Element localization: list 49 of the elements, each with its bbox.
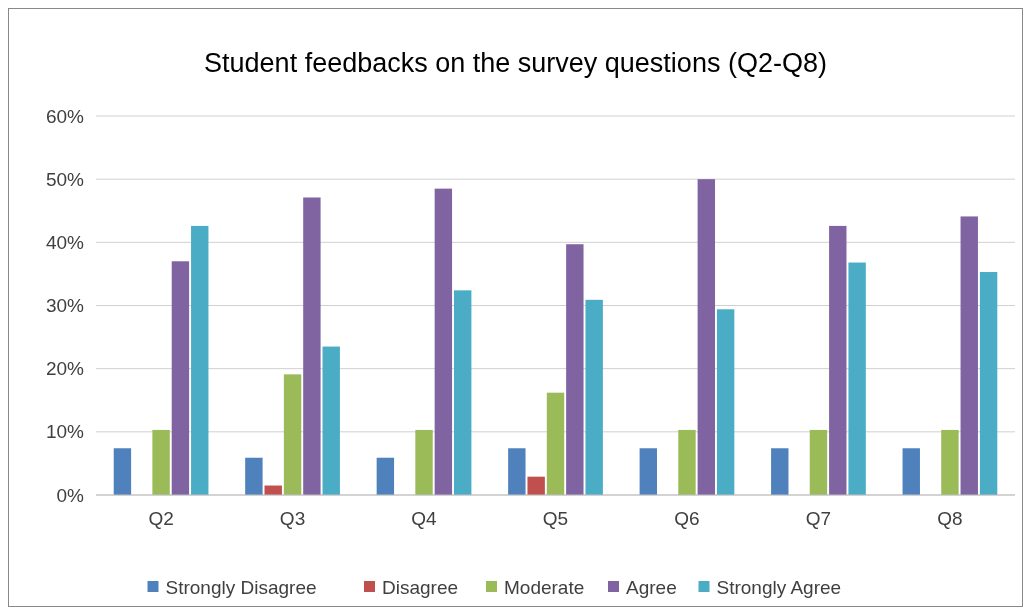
legend-label: Strongly Disagree	[165, 576, 317, 598]
bar	[979, 272, 998, 495]
x-tick-label: Q4	[411, 508, 438, 529]
chart-title: Student feedbacks on the survey questions (Q2-Q8)	[204, 48, 827, 78]
bar	[771, 448, 789, 495]
bar	[283, 374, 302, 495]
bar	[848, 262, 866, 495]
y-tick-label: 50%	[45, 168, 85, 190]
bar	[546, 392, 565, 495]
bar	[113, 448, 132, 495]
y-tick-label: 30%	[45, 295, 85, 317]
x-tick-label: Q3	[279, 508, 306, 529]
bar	[697, 179, 716, 495]
y-tick-label: 0%	[56, 484, 85, 506]
y-tick-label: 40%	[45, 231, 85, 253]
legend-label: Agree	[626, 576, 677, 598]
bar	[829, 225, 847, 495]
bar	[322, 346, 340, 495]
bar	[454, 290, 472, 495]
y-tick-label: 20%	[45, 358, 85, 380]
bar	[639, 448, 657, 495]
bar	[191, 225, 209, 495]
bar	[527, 476, 545, 495]
x-tick-label: Q7	[805, 508, 832, 529]
bar	[678, 429, 696, 495]
bar	[960, 216, 978, 495]
x-tick-label: Q6	[674, 508, 700, 529]
bar	[171, 261, 190, 495]
bar	[902, 448, 920, 495]
bar	[809, 429, 828, 495]
bar	[152, 429, 170, 495]
bar	[376, 457, 395, 495]
x-tick-label: Q8	[937, 508, 963, 529]
bar	[941, 429, 959, 495]
x-tick-label: Q5	[542, 508, 569, 529]
bar	[415, 429, 433, 495]
bar	[245, 457, 263, 495]
bar	[508, 448, 526, 495]
bar	[434, 188, 453, 495]
bar	[303, 197, 321, 495]
x-tick-label: Q2	[148, 508, 174, 529]
bar	[716, 309, 735, 495]
bar	[566, 244, 584, 495]
legend-label: Disagree	[382, 576, 459, 598]
legend-label: Moderate	[504, 576, 585, 598]
bar	[585, 299, 603, 495]
y-tick-label: 60%	[45, 105, 85, 127]
y-tick-label: 10%	[45, 421, 85, 443]
legend-label: Strongly Agree	[716, 576, 842, 598]
